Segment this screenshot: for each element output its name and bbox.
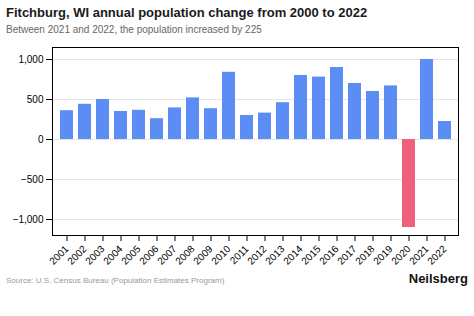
html-text:Fitchburg, WI annual populatio: Fitchburg, WI annual population change f…	[6, 5, 368, 20]
svg-text:2015: 2015	[299, 243, 323, 267]
svg-text:2009: 2009	[191, 243, 215, 267]
svg-text:2010: 2010	[209, 243, 233, 267]
svg-text:2007: 2007	[155, 243, 179, 267]
svg-text:2018: 2018	[353, 243, 377, 267]
svg-text:2022: 2022	[425, 243, 449, 267]
svg-text:1,000: 1,000	[18, 54, 43, 65]
svg-text:−500: −500	[21, 174, 44, 185]
html-text:Between 2021 and 2022, the pop: Between 2021 and 2022, the population in…	[6, 24, 262, 35]
svg-text:2021: 2021	[407, 243, 431, 267]
svg-text:2003: 2003	[83, 243, 107, 267]
svg-text:2013: 2013	[263, 243, 287, 267]
svg-text:2011: 2011	[228, 243, 251, 266]
svg-text:2014: 2014	[281, 243, 305, 267]
svg-text:2001: 2001	[47, 243, 71, 267]
svg-text:2017: 2017	[335, 243, 359, 267]
svg-text:2020: 2020	[389, 243, 413, 267]
svg-text:2019: 2019	[371, 243, 395, 267]
svg-text:2006: 2006	[137, 243, 161, 267]
svg-text:0: 0	[38, 134, 44, 145]
svg-text:2012: 2012	[245, 243, 269, 267]
svg-text:2004: 2004	[101, 243, 125, 267]
svg-text:2008: 2008	[173, 243, 197, 267]
svg-text:−1,000: −1,000	[13, 214, 44, 225]
html-text:Neilsberg: Neilsberg	[408, 271, 468, 286]
svg-text:2016: 2016	[317, 243, 341, 267]
svg-text:2002: 2002	[65, 243, 89, 267]
html-text:Source: U.S. Census Bureau (Po: Source: U.S. Census Bureau (Population E…	[6, 276, 225, 285]
svg-text:2005: 2005	[119, 243, 143, 267]
svg-text:500: 500	[27, 94, 44, 105]
